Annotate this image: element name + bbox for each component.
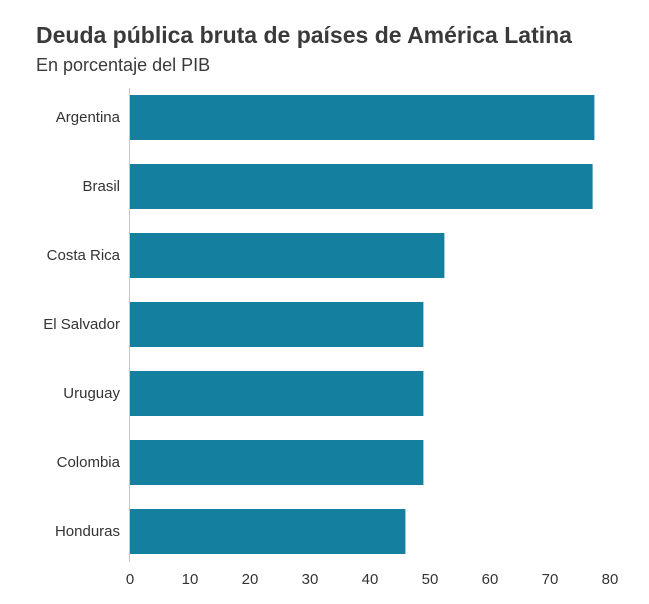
x-tick-label-40: 40 [362,571,379,588]
x-tick-label-60: 60 [482,571,499,588]
x-tick-label-0: 0 [126,571,134,588]
x-tick-label-30: 30 [302,571,319,588]
bar-uruguay [130,371,424,416]
category-label-costa-rica: Costa Rica [47,247,121,264]
category-label-brasil: Brasil [82,178,120,195]
bar-brasil [130,164,593,209]
category-label-uruguay: Uruguay [63,385,120,402]
x-tick-label-20: 20 [242,571,259,588]
x-tick-label-50: 50 [422,571,439,588]
chart-subtitle: En porcentaje del PIB [36,55,211,75]
bar-honduras [130,509,406,554]
category-label-honduras: Honduras [55,523,120,540]
x-tick-label-80: 80 [602,571,619,588]
x-tick-label-70: 70 [542,571,559,588]
x-tick-label-10: 10 [182,571,199,588]
bar-argentina [130,95,595,140]
bar-el-salvador [130,302,424,347]
category-label-colombia: Colombia [57,454,121,471]
category-label-el-salvador: El Salvador [43,316,120,333]
chart-title: Deuda pública bruta de países de América… [36,22,572,48]
x-tick-labels-group: 0 10 20 30 40 50 60 70 80 [126,571,619,588]
bars-group [130,95,595,554]
category-label-argentina: Argentina [56,109,121,126]
bar-costa-rica [130,233,445,278]
category-labels-group: Argentina Brasil Costa Rica El Salvador Urug… [43,109,120,540]
bar-colombia [130,440,424,485]
